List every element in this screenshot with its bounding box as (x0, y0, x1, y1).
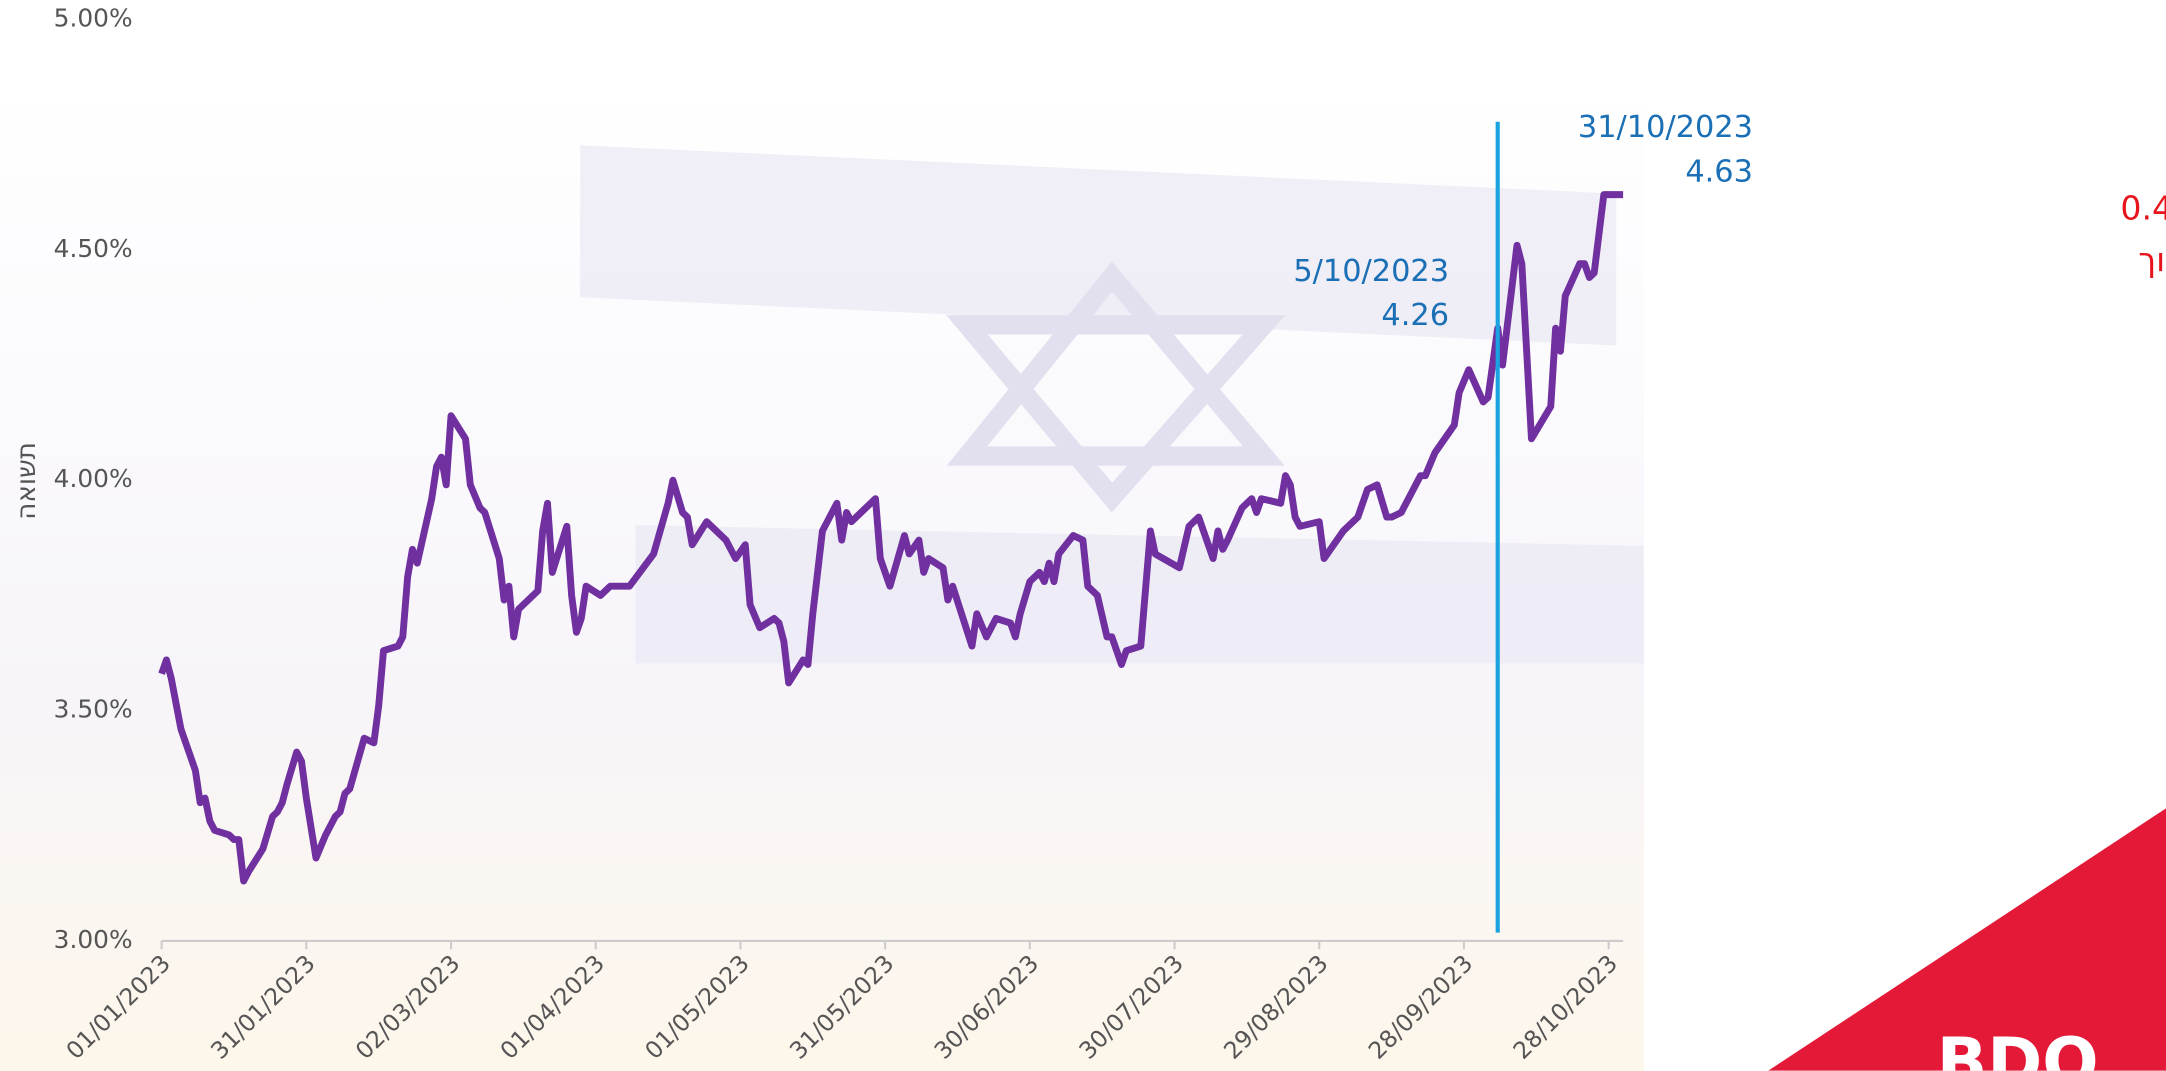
annotation-value: 4.63 (1685, 154, 1753, 189)
y-tick-label: 4.00% (54, 464, 133, 493)
chart: 3.00%3.50%4.00%4.50%5.00%01/01/202331/01… (0, 0, 2166, 1071)
annotation-date: 31/10/2023 (1578, 110, 1753, 145)
note: בריבית לטווח ארוך (2138, 240, 2166, 279)
y-tick-label: 3.50% (54, 695, 133, 724)
y-tick-label: 3.00% (54, 925, 133, 954)
note: עליה של כ-0.4% (2120, 189, 2166, 228)
y-axis-label: תשואה (12, 442, 42, 520)
annotation-value: 4.26 (1381, 298, 1449, 333)
y-tick-label: 4.50% (54, 234, 133, 263)
y-tick-label: 5.00% (54, 4, 133, 33)
logo: BDO (1937, 1023, 2099, 1071)
annotation-date: 5/10/2023 (1293, 254, 1449, 289)
